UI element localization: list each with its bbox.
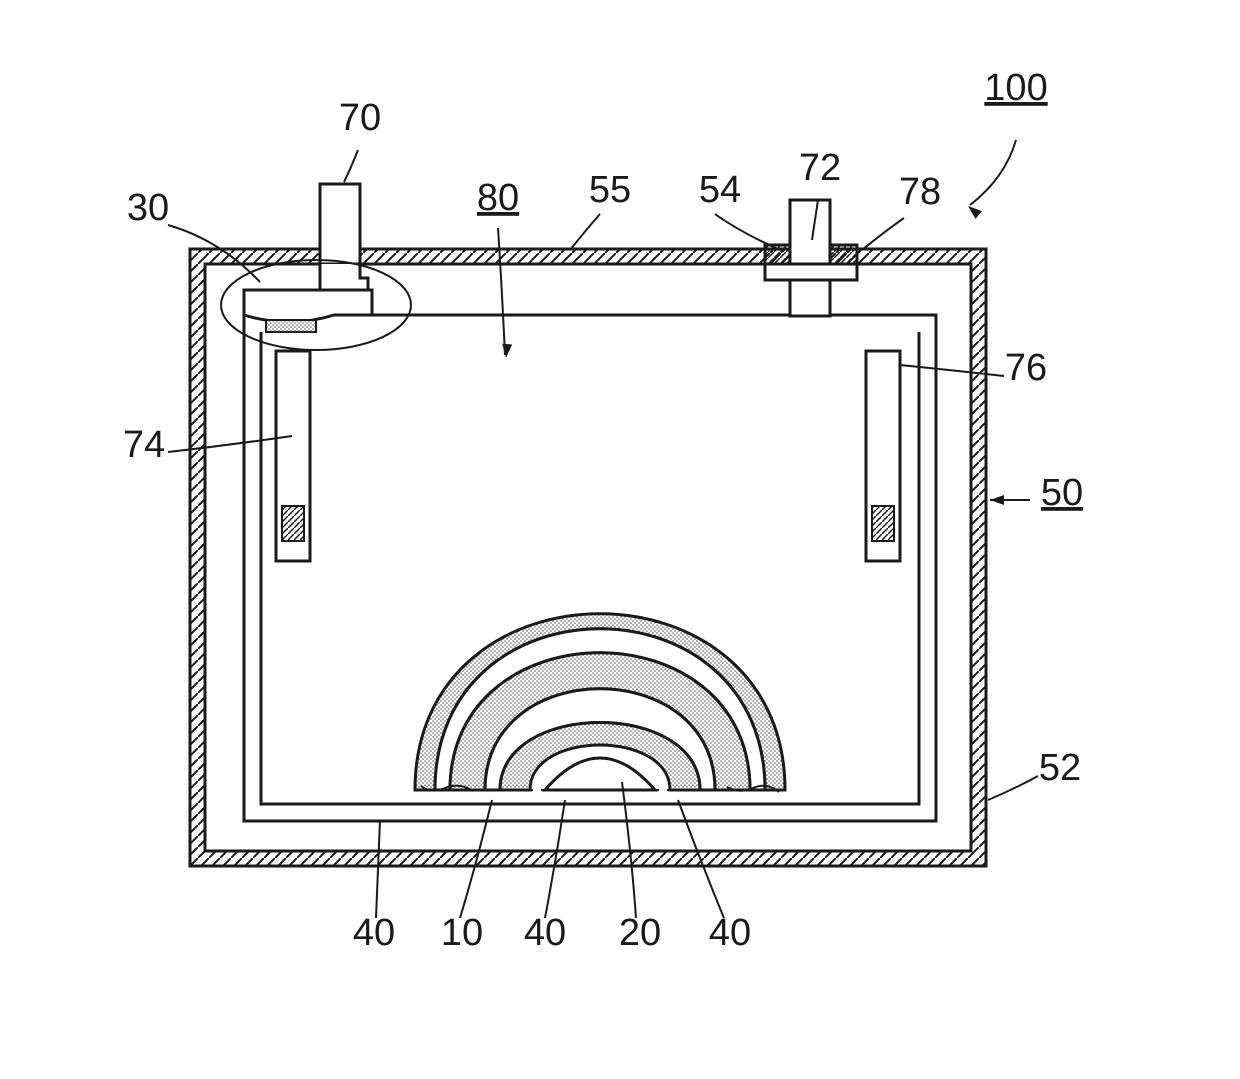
ref-20: 20	[619, 912, 661, 954]
ref-80: 80	[477, 177, 519, 219]
ref-40: 40	[709, 912, 751, 954]
ref-52: 52	[1039, 747, 1081, 789]
ref-76: 76	[1005, 347, 1047, 389]
ref-40: 40	[524, 912, 566, 954]
ref-78: 78	[899, 171, 941, 213]
ref-50: 50	[1041, 472, 1083, 514]
ref-54: 54	[699, 169, 741, 211]
patent-figure	[190, 184, 986, 866]
ref-72: 72	[799, 147, 841, 189]
ref-55: 55	[589, 169, 631, 211]
ref-70: 70	[339, 97, 381, 139]
ref-30: 30	[127, 187, 169, 229]
ref-74: 74	[123, 424, 165, 466]
ref-40: 40	[353, 912, 395, 954]
ref-10: 10	[441, 912, 483, 954]
ref-100: 100	[984, 67, 1047, 109]
